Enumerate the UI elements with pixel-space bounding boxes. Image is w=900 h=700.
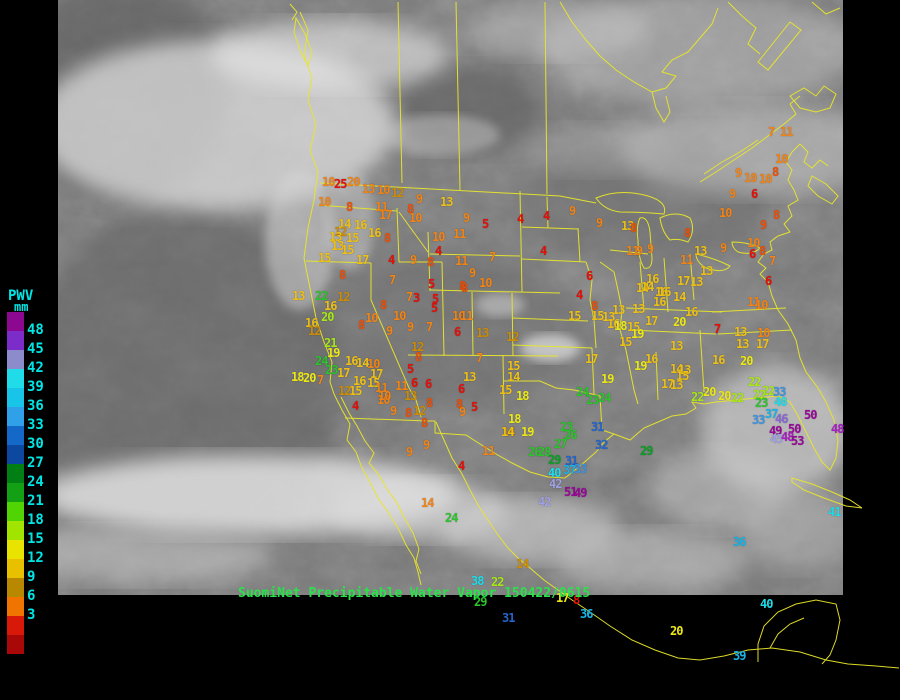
legend-label: 30 bbox=[27, 436, 44, 452]
pwv-legend: PWV mm 48 45 42 39 36 33 30 27 24 21 18 15 12 9 6 3 bbox=[5, 288, 57, 678]
legend-label: 18 bbox=[27, 512, 44, 528]
legend-swatch bbox=[7, 559, 24, 578]
legend-swatch bbox=[7, 616, 24, 635]
legend-label: 6 bbox=[27, 588, 36, 604]
legend-swatch bbox=[7, 312, 24, 331]
legend-swatch bbox=[7, 578, 24, 597]
legend-label: 27 bbox=[27, 455, 44, 471]
legend-label: 42 bbox=[27, 360, 44, 376]
legend-swatch bbox=[7, 597, 24, 616]
legend-label: 12 bbox=[27, 550, 44, 566]
legend-label: 48 bbox=[27, 322, 44, 338]
legend-label: 21 bbox=[27, 493, 44, 509]
legend-title: PWV bbox=[8, 288, 34, 304]
satellite-imagery bbox=[58, 0, 843, 595]
legend-swatch bbox=[7, 635, 24, 654]
legend-swatch bbox=[7, 331, 24, 350]
legend-swatch bbox=[7, 540, 24, 559]
legend-unit: mm bbox=[14, 300, 29, 314]
legend-label: 33 bbox=[27, 417, 44, 433]
legend-swatch bbox=[7, 426, 24, 445]
legend-label: 39 bbox=[27, 379, 44, 395]
legend-swatch bbox=[7, 464, 24, 483]
legend-swatch bbox=[7, 388, 24, 407]
legend-swatch bbox=[7, 369, 24, 388]
map-caption: SuomiNet Precipitable Water Vapor 150422… bbox=[238, 586, 591, 601]
legend-label: 9 bbox=[27, 569, 36, 585]
legend-swatch bbox=[7, 483, 24, 502]
legend-label: 15 bbox=[27, 531, 44, 547]
legend-label: 24 bbox=[27, 474, 44, 490]
map-outlines bbox=[289, 1, 900, 669]
legend-swatch bbox=[7, 407, 24, 426]
legend-swatch bbox=[7, 521, 24, 540]
legend-label: 3 bbox=[27, 607, 36, 623]
legend-label: 36 bbox=[27, 398, 44, 414]
legend-swatch bbox=[7, 350, 24, 369]
legend-swatch bbox=[7, 445, 24, 464]
legend-swatch bbox=[7, 502, 24, 521]
legend-label: 45 bbox=[27, 341, 44, 357]
